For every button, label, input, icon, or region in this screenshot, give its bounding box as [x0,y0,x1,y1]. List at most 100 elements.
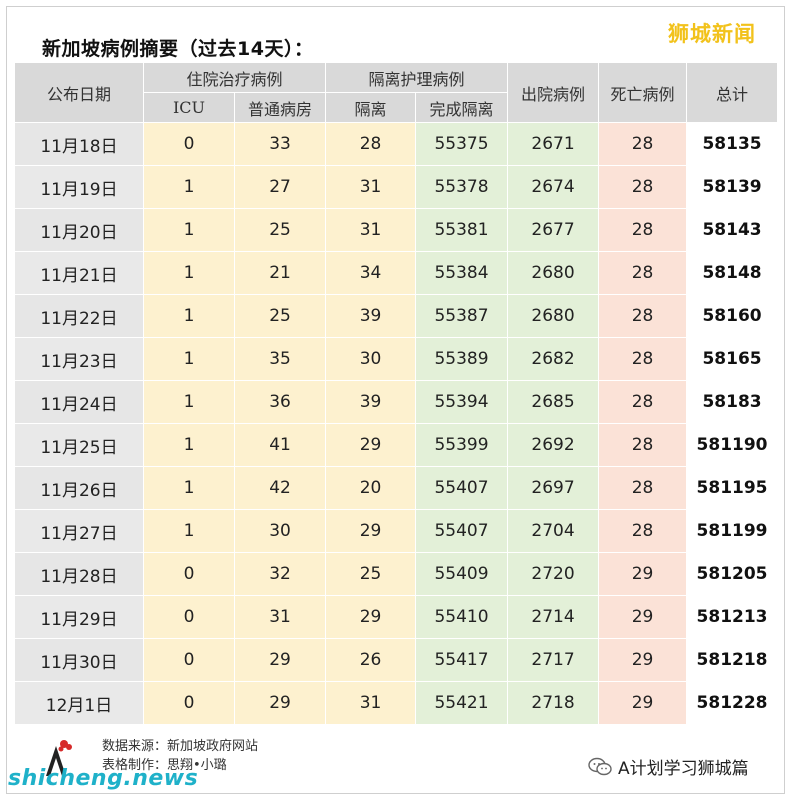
cases-table: 公布日期 住院治疗病例 隔离护理病例 出院病例 死亡病例 总计 ICU 普通病房… [14,62,779,725]
cell-general-ward: 29 [233,638,327,682]
page-title: 新加坡病例摘要（过去14天）： [42,38,314,60]
cell-isolating: 29 [325,423,417,467]
cell-discharged: 2717 [507,638,600,682]
cell-general-ward: 36 [233,380,327,424]
cell-discharged: 2718 [507,681,600,725]
cell-deaths: 28 [598,466,688,510]
cell-isolating: 29 [325,509,417,553]
header-date: 公布日期 [14,62,144,123]
cell-deaths: 28 [598,423,688,467]
cell-icu: 0 [143,595,235,639]
cell-general-ward: 35 [233,337,327,381]
cell-completed: 55384 [415,251,509,295]
cell-isolating: 31 [325,165,417,209]
cell-completed: 55387 [415,294,509,338]
cell-general-ward: 30 [233,509,327,553]
cell-completed: 55399 [415,423,509,467]
cell-total: 581190 [686,423,779,467]
cell-deaths: 28 [598,165,688,209]
cell-completed: 55378 [415,165,509,209]
cell-general-ward: 29 [233,681,327,725]
cell-total: 58139 [686,165,779,209]
table-row: 11月22日 1 25 39 55387 2680 28 58160 [14,294,779,338]
cell-icu: 1 [143,165,235,209]
table-body: 11月18日 0 33 28 55375 2671 28 58135 11月19日 1 27 31 55… [14,122,779,725]
cell-total: 58160 [686,294,779,338]
cell-isolating: 34 [325,251,417,295]
table-row: 12月1日 0 29 31 55421 2718 29 581228 [14,681,779,725]
cell-isolating: 31 [325,681,417,725]
cell-total: 58165 [686,337,779,381]
cell-isolating: 31 [325,208,417,252]
cell-date: 11月19日 [14,165,144,209]
cell-discharged: 2682 [507,337,600,381]
cell-date: 11月25日 [14,423,144,467]
cell-date: 11月23日 [14,337,144,381]
cell-icu: 1 [143,509,235,553]
cell-discharged: 2714 [507,595,600,639]
cell-deaths: 29 [598,552,688,596]
cell-icu: 1 [143,208,235,252]
cell-completed: 55409 [415,552,509,596]
cell-general-ward: 25 [233,294,327,338]
header-completed: 完成隔离 [415,92,509,123]
header-discharged: 出院病例 [507,62,600,123]
cell-date: 11月20日 [14,208,144,252]
cell-completed: 55394 [415,380,509,424]
cell-total: 581213 [686,595,779,639]
cell-icu: 0 [143,552,235,596]
red-flower-logo-icon [46,740,72,776]
cell-discharged: 2704 [507,509,600,553]
cell-deaths: 29 [598,638,688,682]
cell-completed: 55389 [415,337,509,381]
cell-general-ward: 31 [233,595,327,639]
cell-isolating: 39 [325,294,417,338]
cell-date: 11月29日 [14,595,144,639]
header-total: 总计 [686,62,779,123]
cell-discharged: 2697 [507,466,600,510]
cell-deaths: 28 [598,337,688,381]
cell-total: 581228 [686,681,779,725]
cell-completed: 55407 [415,466,509,510]
cell-completed: 55417 [415,638,509,682]
cell-total: 58148 [686,251,779,295]
cell-general-ward: 41 [233,423,327,467]
cell-total: 58143 [686,208,779,252]
cell-discharged: 2692 [507,423,600,467]
table-row: 11月19日 1 27 31 55378 2674 28 58139 [14,165,779,209]
wechat-account: A计划学习狮城篇 [588,754,749,779]
cell-icu: 0 [143,122,235,166]
cell-isolating: 29 [325,595,417,639]
header-icu: ICU [143,92,235,123]
header-general-ward: 普通病房 [233,92,327,123]
cell-deaths: 28 [598,380,688,424]
cell-deaths: 28 [598,294,688,338]
cell-date: 11月26日 [14,466,144,510]
cell-discharged: 2677 [507,208,600,252]
cell-icu: 1 [143,380,235,424]
cell-general-ward: 25 [233,208,327,252]
cell-total: 581195 [686,466,779,510]
cell-deaths: 28 [598,122,688,166]
table-row: 11月23日 1 35 30 55389 2682 28 58165 [14,337,779,381]
table-row: 11月30日 0 29 26 55417 2717 29 581218 [14,638,779,682]
footer-credits: 数据来源：新加坡政府网站 表格制作：思翔•小璐 [102,737,258,775]
table-row: 11月24日 1 36 39 55394 2685 28 58183 [14,380,779,424]
table-row: 11月28日 0 32 25 55409 2720 29 581205 [14,552,779,596]
wechat-account-name: A计划学习狮城篇 [618,759,749,779]
brand-watermark: 狮城新闻 [668,21,756,46]
cell-date: 11月18日 [14,122,144,166]
table-row: 11月18日 0 33 28 55375 2671 28 58135 [14,122,779,166]
cell-icu: 1 [143,466,235,510]
wechat-icon [588,757,612,775]
cell-general-ward: 27 [233,165,327,209]
table-row: 11月26日 1 42 20 55407 2697 28 581195 [14,466,779,510]
cell-completed: 55375 [415,122,509,166]
cell-isolating: 25 [325,552,417,596]
cell-total: 581199 [686,509,779,553]
cell-date: 11月28日 [14,552,144,596]
cell-icu: 0 [143,638,235,682]
cell-icu: 1 [143,337,235,381]
cell-general-ward: 21 [233,251,327,295]
site-watermark: shicheng.news [8,766,199,791]
